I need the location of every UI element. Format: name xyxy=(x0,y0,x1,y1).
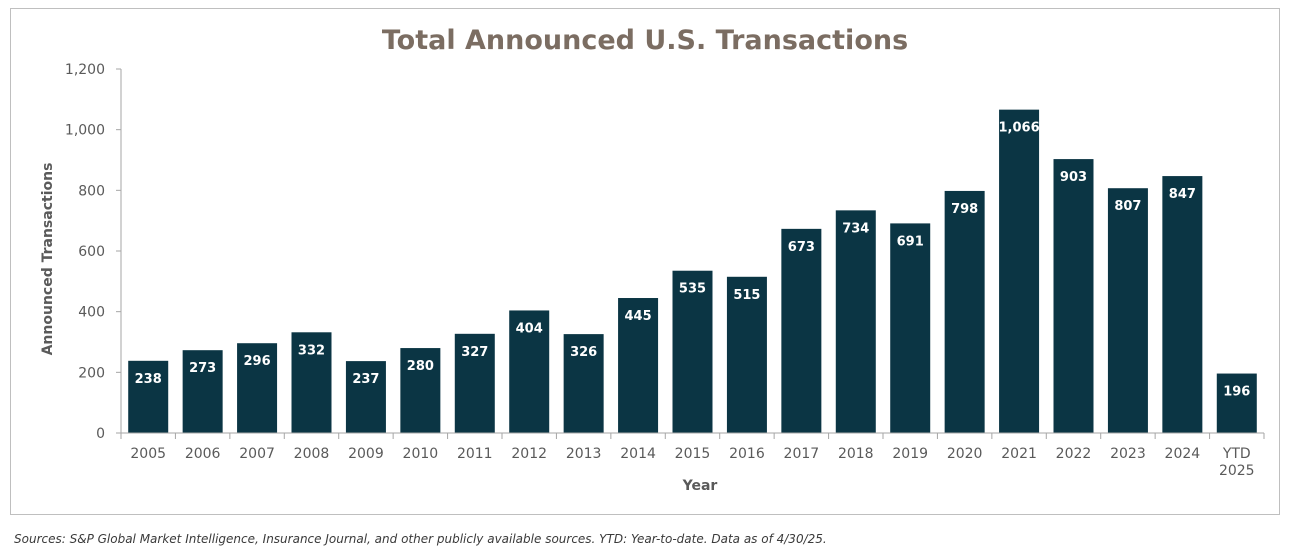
bar xyxy=(345,361,386,433)
bar xyxy=(781,228,822,433)
x-tick-label: 2007 xyxy=(239,446,275,462)
bar-value-label: 673 xyxy=(788,240,815,255)
bar xyxy=(509,310,550,433)
y-tick-label: 0 xyxy=(96,426,105,442)
x-tick-label: 2017 xyxy=(784,446,820,462)
y-tick-label: 200 xyxy=(78,365,105,381)
y-tick-label: 800 xyxy=(78,183,105,199)
y-tick-label: 1,000 xyxy=(65,123,105,139)
x-tick-label: 2015 xyxy=(675,446,711,462)
bar xyxy=(237,343,278,433)
x-tick-label: 2014 xyxy=(620,446,656,462)
x-tick-label: 2022 xyxy=(1056,446,1092,462)
bar xyxy=(618,298,659,433)
bar xyxy=(835,210,876,433)
x-tick-label: 2016 xyxy=(729,446,765,462)
y-tick-label: 600 xyxy=(78,244,105,260)
bar-chart: Total Announced U.S. Transactions Announ… xyxy=(40,25,1265,494)
x-tick-label: 2010 xyxy=(403,446,439,462)
bar-value-label: 404 xyxy=(516,321,543,336)
y-axis: 0 200 400 600 800 1,000 1,200 xyxy=(65,62,122,442)
bar xyxy=(1162,176,1203,433)
bar-value-label: 515 xyxy=(733,288,760,303)
y-tick-label: 400 xyxy=(78,305,105,321)
x-axis: 2005 2006 2007 2008 2009 2010 2011 2012 2013 2014… xyxy=(120,432,1265,479)
x-tick-label: 2019 xyxy=(892,446,928,462)
bar-value-label: 807 xyxy=(1114,199,1141,214)
x-tick-label: 2023 xyxy=(1110,446,1146,462)
chart-title: Total Announced U.S. Transactions xyxy=(382,25,908,56)
bar xyxy=(890,223,931,433)
bar-value-label: 237 xyxy=(352,372,379,387)
x-tick-label: 2012 xyxy=(511,446,547,462)
y-axis-title: Announced Transactions xyxy=(40,163,56,356)
bar-value-label: 847 xyxy=(1169,187,1196,202)
bar xyxy=(726,276,767,433)
x-tick-label: 2021 xyxy=(1001,446,1037,462)
bar xyxy=(1216,373,1257,433)
bar xyxy=(291,332,332,433)
bars: 238 273 296 332 237 280 327 404 326 445 535 515 673 7… xyxy=(128,109,1257,433)
x-tick-label: 2013 xyxy=(566,446,602,462)
bar-value-label: 1,066 xyxy=(999,121,1040,136)
bar-value-label: 734 xyxy=(842,221,869,236)
bar xyxy=(182,350,223,433)
x-tick-label: 2011 xyxy=(457,446,493,462)
bar-value-label: 238 xyxy=(135,372,162,387)
x-tick-label: 2005 xyxy=(130,446,166,462)
bar-value-label: 296 xyxy=(244,354,271,369)
bar-value-label: 535 xyxy=(679,282,706,297)
chart-frame: Total Announced U.S. Transactions Announ… xyxy=(10,8,1280,515)
x-tick-label: 2024 xyxy=(1165,446,1201,462)
bar-value-label: 691 xyxy=(897,234,924,249)
bar xyxy=(1107,188,1148,433)
bar xyxy=(672,270,713,433)
bar xyxy=(999,109,1040,433)
bar xyxy=(944,190,985,433)
bar-value-label: 280 xyxy=(407,359,434,374)
bar-value-label: 332 xyxy=(298,343,325,358)
bar xyxy=(454,333,495,433)
bar xyxy=(1053,159,1094,433)
bar xyxy=(400,348,441,433)
x-tick-label: 2018 xyxy=(838,446,874,462)
bar-value-label: 445 xyxy=(625,309,652,324)
x-tick-label: YTD 2025 xyxy=(1219,446,1255,479)
bar-value-label: 798 xyxy=(951,202,978,217)
y-tick-label: 1,200 xyxy=(65,62,105,78)
x-tick-label: 2020 xyxy=(947,446,983,462)
bar-value-label: 327 xyxy=(461,345,488,360)
source-note: Sources: S&P Global Market Intelligence,… xyxy=(14,532,827,546)
bar-value-label: 903 xyxy=(1060,170,1087,185)
bar-value-label: 273 xyxy=(189,361,216,376)
bar-value-label: 326 xyxy=(570,345,597,360)
bar xyxy=(128,360,169,433)
bar xyxy=(563,334,604,433)
bar-value-label: 196 xyxy=(1223,385,1250,400)
x-tick-label: 2009 xyxy=(348,446,384,462)
x-axis-title: Year xyxy=(682,478,718,494)
x-tick-label: 2008 xyxy=(294,446,330,462)
x-tick-label: 2006 xyxy=(185,446,221,462)
